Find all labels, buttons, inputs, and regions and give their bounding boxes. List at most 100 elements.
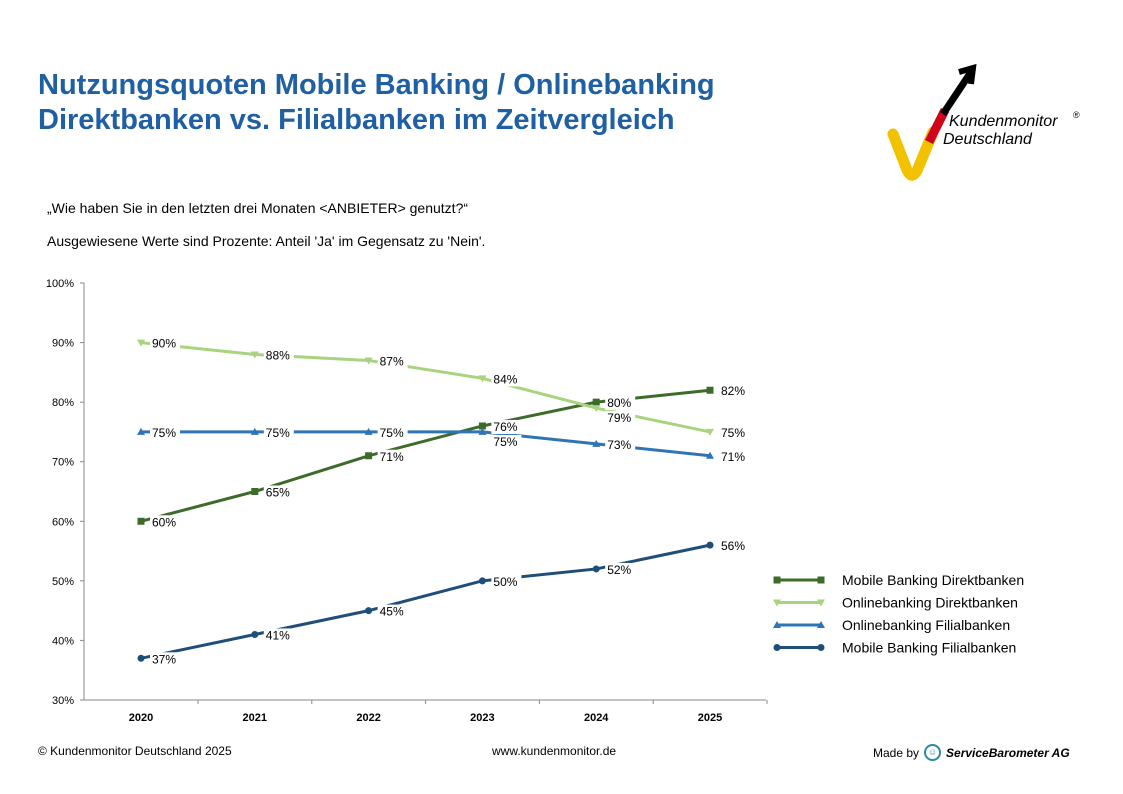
data-label-mobile-banking-filialbanken: 56%	[721, 539, 745, 553]
data-point-onlinebanking-filialbanken	[706, 451, 714, 459]
x-tick-label: 2022	[356, 712, 380, 724]
data-point-mobile-banking-filialbanken	[592, 565, 600, 573]
data-label-mobile-banking-filialbanken: 41%	[266, 628, 290, 642]
data-point-mobile-banking-filialbanken	[478, 577, 486, 585]
data-label-bg	[150, 336, 180, 351]
kundenmonitor-logo: Kundenmonitor ® Deutschland	[887, 63, 1080, 181]
data-label-bg	[377, 425, 408, 440]
data-label-bg	[605, 562, 636, 577]
data-label-onlinebanking-filialbanken: 73%	[607, 438, 631, 452]
data-point-onlinebanking-filialbanken	[364, 427, 373, 435]
logo-text-2: Deutschland	[943, 131, 1033, 148]
data-label-bg	[377, 449, 408, 464]
x-tick-label: 2025	[698, 712, 722, 724]
made-by-label: Made by	[873, 745, 920, 760]
legend-marker	[817, 576, 825, 584]
data-label-bg	[377, 604, 408, 619]
x-tick-label: 2024	[584, 712, 609, 724]
data-point-mobile-banking-direktbanken	[592, 398, 600, 406]
data-point-mobile-banking-direktbanken	[251, 488, 259, 495]
y-tick-label: 60%	[52, 516, 74, 528]
data-point-mobile-banking-direktbanken	[365, 452, 373, 460]
data-label-onlinebanking-filialbanken: 75%	[266, 426, 290, 440]
data-label-bg	[719, 449, 749, 464]
data-point-onlinebanking-direktbanken	[706, 428, 714, 436]
data-point-onlinebanking-filialbanken	[592, 439, 601, 447]
data-label-bg	[263, 485, 294, 500]
data-label-onlinebanking-direktbanken: 88%	[266, 348, 290, 362]
data-point-mobile-banking-filialbanken	[251, 630, 259, 638]
data-label-bg	[150, 515, 180, 530]
data-label-mobile-banking-direktbanken: 76%	[493, 420, 517, 434]
data-label-mobile-banking-filialbanken: 50%	[493, 575, 517, 589]
data-point-onlinebanking-direktbanken	[137, 339, 145, 347]
data-point-mobile-banking-filialbanken	[706, 541, 714, 549]
x-tick-label: 2020	[129, 712, 153, 724]
data-label-bg	[605, 396, 636, 411]
legend-marker	[773, 599, 781, 607]
x-tick-label: 2021	[243, 712, 267, 724]
data-label-onlinebanking-direktbanken: 79%	[607, 411, 631, 425]
data-label-mobile-banking-direktbanken: 65%	[266, 486, 290, 500]
data-label-bg	[263, 348, 294, 363]
data-label-onlinebanking-direktbanken: 75%	[721, 426, 745, 440]
y-tick-label: 80%	[52, 397, 74, 409]
value-note: Ausgewiesene Werte sind Prozente: Anteil…	[47, 233, 486, 249]
data-point-onlinebanking-filialbanken	[478, 427, 487, 435]
data-point-mobile-banking-filialbanken	[137, 654, 145, 662]
data-label-bg	[150, 652, 180, 667]
data-label-mobile-banking-direktbanken: 80%	[607, 396, 631, 410]
data-label-bg	[150, 425, 180, 440]
data-point-mobile-banking-direktbanken	[706, 386, 714, 394]
data-label-mobile-banking-direktbanken: 71%	[380, 450, 404, 464]
data-point-onlinebanking-filialbanken	[250, 427, 259, 435]
legend-marker	[773, 621, 781, 628]
data-label-onlinebanking-filialbanken: 71%	[721, 450, 745, 464]
data-label-mobile-banking-filialbanken: 52%	[607, 563, 631, 577]
data-label-onlinebanking-direktbanken: 84%	[493, 372, 517, 386]
data-point-onlinebanking-filialbanken	[137, 427, 145, 435]
data-point-mobile-banking-direktbanken	[137, 517, 145, 525]
data-label-mobile-banking-direktbanken: 82%	[721, 384, 745, 398]
y-tick-label: 100%	[46, 278, 74, 290]
data-label-bg	[491, 574, 522, 589]
data-label-mobile-banking-filialbanken: 45%	[380, 605, 404, 619]
company-name: ServiceBarometer AG	[946, 745, 1070, 760]
data-label-onlinebanking-filialbanken: 75%	[152, 426, 176, 440]
data-point-onlinebanking-direktbanken	[250, 351, 259, 359]
website-link[interactable]: www.kundenmonitor.de	[492, 744, 617, 758]
data-label-bg	[719, 539, 749, 554]
data-point-onlinebanking-direktbanken	[478, 375, 487, 383]
data-point-mobile-banking-direktbanken	[478, 422, 486, 430]
data-label-bg	[263, 425, 294, 440]
legend-label: Onlinebanking Filialbanken	[842, 617, 1010, 633]
logo-registered: ®	[1073, 110, 1080, 120]
title-line-1: Nutzungsquoten Mobile Banking / Onlineba…	[38, 69, 715, 101]
legend-label: Onlinebanking Direktbanken	[842, 595, 1018, 611]
data-label-onlinebanking-direktbanken: 90%	[152, 337, 176, 351]
smiley-icon: ☺	[924, 744, 942, 761]
y-tick-label: 70%	[52, 457, 74, 469]
data-label-bg	[719, 384, 749, 399]
logo-text-1: Kundenmonitor	[949, 113, 1058, 130]
made-by: Made by ☺ ServiceBarometer AG	[873, 744, 1070, 761]
y-tick-label: 50%	[52, 576, 74, 588]
data-label-bg	[491, 372, 522, 387]
legend-marker	[817, 599, 825, 607]
survey-question: „Wie haben Sie in den letzten drei Monat…	[47, 200, 469, 216]
page-title: Nutzungsquoten Mobile Banking / Onlineba…	[38, 68, 715, 138]
y-tick-label: 40%	[52, 635, 74, 647]
y-tick-label: 90%	[52, 338, 74, 350]
data-label-bg	[605, 437, 636, 452]
data-point-onlinebanking-direktbanken	[364, 357, 373, 365]
data-label-bg	[605, 411, 636, 426]
legend-marker	[773, 644, 781, 651]
data-label-onlinebanking-filialbanken: 75%	[493, 435, 517, 449]
data-label-bg	[491, 419, 522, 434]
y-tick-label: 30%	[52, 695, 74, 707]
data-point-mobile-banking-filialbanken	[365, 607, 373, 615]
data-label-mobile-banking-direktbanken: 60%	[152, 515, 176, 529]
data-label-bg	[491, 434, 522, 449]
